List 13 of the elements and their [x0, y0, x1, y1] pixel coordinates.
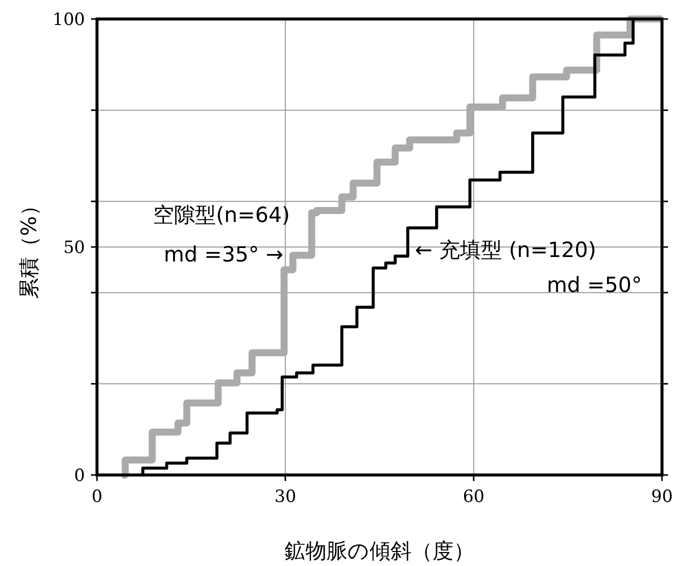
y-tick-label: 50	[63, 238, 85, 258]
x-tick-label: 90	[651, 487, 673, 507]
x-tick-label: 60	[462, 487, 484, 507]
x-tick-label: 30	[274, 487, 296, 507]
y-tick-label: 100	[52, 10, 85, 30]
x-axis-title: 鉱物脈の傾斜（度）	[284, 539, 474, 563]
x-tick-label: 0	[92, 487, 102, 507]
annotation: md =50°	[546, 273, 642, 297]
y-axis-title: 累積（%）	[17, 195, 41, 299]
y-tick-label: 0	[74, 466, 85, 486]
annotation: 空隙型(n=64)	[152, 203, 290, 227]
annotation: ← 充填型 (n=120)	[414, 238, 596, 262]
annotation: md =35° →	[164, 242, 284, 267]
